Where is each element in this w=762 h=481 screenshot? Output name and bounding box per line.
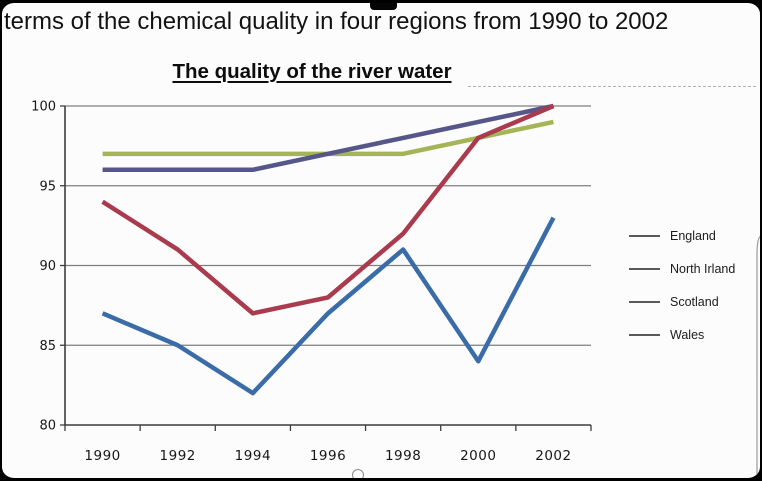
legend-sample-line (629, 268, 660, 270)
small-circle-artifact (352, 469, 364, 478)
xtick-label-2002: 2002 (535, 448, 571, 464)
right-edge-artifact (756, 235, 760, 478)
ytick-label-80: 80 (39, 419, 56, 434)
xtick-label-2000: 2000 (460, 448, 496, 464)
series-line-england (101, 216, 556, 396)
xtick-label-1994: 1994 (235, 448, 271, 464)
legend-label: Wales (670, 328, 705, 342)
legend-label: England (670, 229, 716, 243)
legend-sample-line (629, 334, 660, 336)
series-line-wales (102, 103, 554, 173)
ytick-label-85: 85 (39, 339, 56, 354)
legend-sample-line (629, 301, 660, 303)
ytick-label-100: 100 (31, 100, 56, 115)
series-line-north-irland (101, 103, 555, 316)
series-line-scotland (102, 119, 554, 157)
question-text: terms of the chemical quality in four re… (4, 8, 669, 35)
legend-item-england: England (629, 229, 735, 243)
chart-legend: England North Irland Scotland Wales (629, 229, 735, 361)
xtick-label-1998: 1998 (385, 448, 421, 464)
xtick-label-1996: 1996 (310, 448, 346, 464)
chart-title: The quality of the river water (172, 60, 452, 83)
legend-sample-line (629, 235, 660, 237)
xtick-label-1992: 1992 (160, 448, 196, 464)
top-edge-artifact (370, 3, 397, 10)
legend-item-wales: Wales (629, 328, 735, 342)
dashed-line-artifact (468, 86, 756, 87)
legend-item-scotland: Scotland (629, 295, 735, 309)
ytick-label-90: 90 (39, 259, 56, 274)
river-quality-line-chart: 80 85 90 95 100 1990 1992 1994 1996 1998 2000 2002 (31, 100, 760, 478)
ytick-label-95: 95 (39, 179, 56, 194)
legend-label: Scotland (670, 295, 719, 309)
legend-item-north-irland: North Irland (629, 262, 735, 276)
legend-label: North Irland (670, 262, 736, 276)
xtick-label-1990: 1990 (84, 448, 120, 464)
